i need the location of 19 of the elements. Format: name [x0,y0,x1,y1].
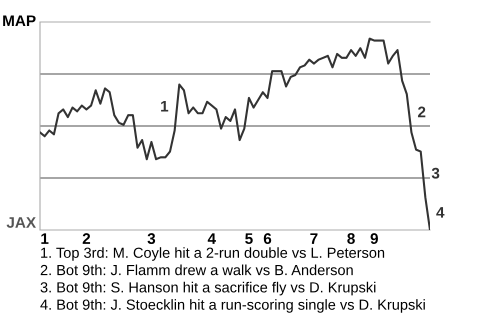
text: 3 [432,168,440,179]
annotation: 1 [161,100,168,112]
text: 1. Top 3rd: M. Coyle hit a 2-run double vs L. Peterson [41,247,384,261]
x-tick-label: 3 [148,233,156,244]
x-tick-label: 8 [347,233,355,244]
x-tick-label: 4 [208,233,216,244]
x-tick-label: 9 [370,233,378,244]
x-tick-label: 2 [82,233,90,244]
x-tick-label: 7 [310,233,318,244]
x-tick-label: 5 [245,233,253,244]
x-tick-label: 1 [41,233,48,244]
text: 4 [436,207,444,218]
text: 3. Bot 9th: S. Hanson hit a sacrifice fly vs D. Krupski [40,282,376,296]
text: 2. Bot 9th: J. Flamm drew a walk vs B. Anderson [40,264,353,276]
text: 4. Bot 9th: J. Stoecklin hit a run-scoring single vs D. Krupski [40,299,425,313]
annotation: 2 [418,106,426,118]
text: JAX [6,217,36,228]
x-tick-label: 6 [264,233,272,244]
text: MAP [3,15,36,26]
